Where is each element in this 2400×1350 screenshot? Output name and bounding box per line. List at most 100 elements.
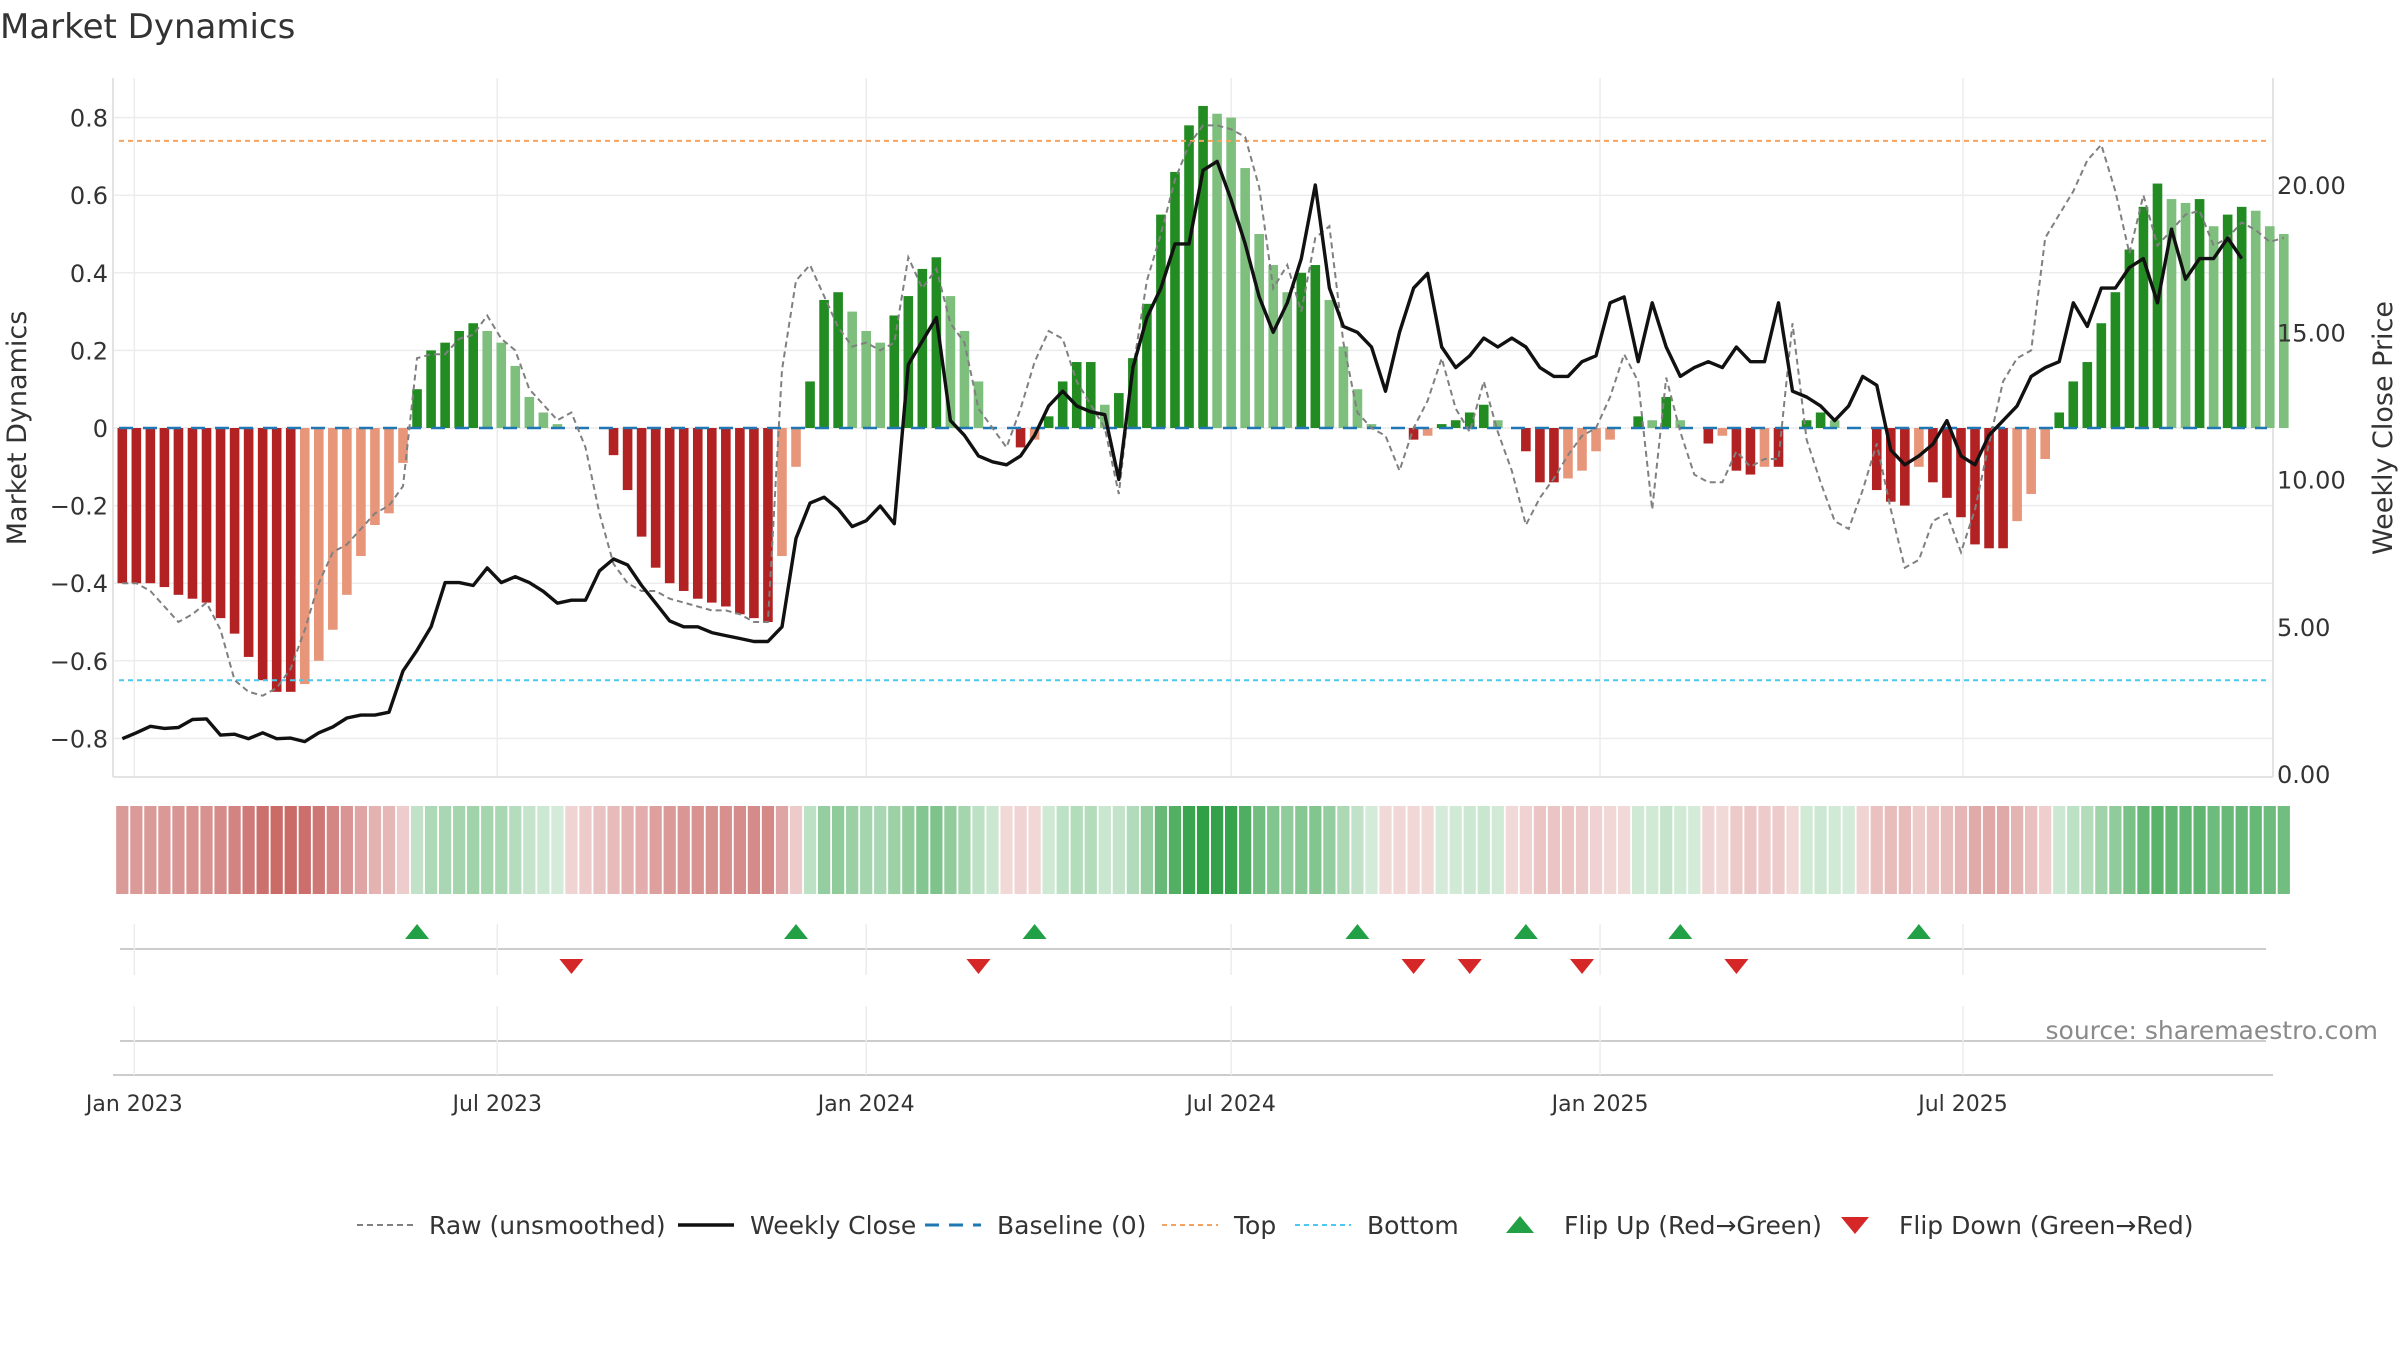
momentum-bar [1085, 362, 1096, 428]
momentum-bar [1956, 428, 1966, 518]
regime-cell [284, 806, 297, 894]
flip-up-marker [1513, 924, 1538, 939]
momentum-bar [1170, 171, 1180, 429]
momentum-bar [889, 315, 900, 428]
regime-cell [733, 806, 746, 894]
legend-item: Bottom [1295, 1211, 1459, 1240]
regime-cell [368, 806, 382, 894]
momentum-bar [1886, 428, 1896, 502]
flip-up-marker [405, 924, 430, 939]
regime-cell [663, 806, 676, 894]
regime-cell [495, 806, 508, 894]
y-tick-label: −0.6 [50, 648, 108, 676]
regime-cell [719, 806, 732, 894]
momentum-bar [1535, 428, 1545, 483]
momentum-bar [2166, 199, 2177, 428]
regime-cell [1435, 806, 1448, 894]
y2-tick-label: 20.00 [2277, 172, 2346, 200]
regime-cell [930, 806, 943, 894]
regime-cell [2235, 806, 2248, 894]
regime-cell [453, 806, 466, 894]
momentum-bar [2250, 210, 2261, 428]
regime-cell [1632, 806, 1645, 894]
regime-cell [1856, 806, 1869, 894]
regime-cell [396, 806, 410, 894]
right-axis-title: Weekly Close Price [2368, 301, 2399, 555]
regime-cell [1561, 806, 1575, 894]
legend-label: Flip Up (Red→Green) [1564, 1211, 1822, 1240]
regime-cell [2249, 806, 2262, 894]
legend-item: Flip Up (Red→Green) [1506, 1211, 1822, 1240]
regime-cell [803, 806, 817, 894]
y-tick-label: 0 [93, 415, 108, 443]
x-tick-label: Jul 2023 [450, 1092, 542, 1117]
x-tick-label: Jan 2024 [816, 1092, 915, 1117]
regime-cell [200, 806, 213, 894]
regime-cell [1126, 806, 1139, 894]
regime-cell [1940, 806, 1954, 894]
regime-cell [761, 806, 775, 894]
momentum-bar [496, 342, 507, 428]
x-tick-label: Jan 2023 [84, 1092, 183, 1117]
momentum-bar [2236, 206, 2247, 428]
regime-cell [1618, 806, 1631, 894]
regime-cell [256, 806, 269, 894]
regime-cell [705, 806, 718, 894]
legend: Raw (unsmoothed) Weekly Close Baseline (0)… [357, 1211, 2194, 1240]
regime-cell [1014, 806, 1027, 894]
momentum-bar [2194, 199, 2205, 428]
legend-item: Top [1162, 1211, 1276, 1240]
momentum-bar [2264, 226, 2275, 428]
regime-cell [1393, 806, 1406, 894]
regime-cell [410, 806, 424, 894]
legend-item: Flip Down (Green→Red) [1841, 1211, 2194, 1240]
regime-cell [2151, 806, 2164, 894]
regime-cell [1505, 806, 1518, 894]
momentum-bar [482, 331, 493, 428]
regime-cell [593, 806, 606, 894]
regime-cell [2277, 806, 2290, 894]
momentum-bar [524, 396, 535, 428]
momentum-bar [1942, 428, 1952, 498]
regime-cell [1365, 806, 1378, 894]
regime-cell [523, 806, 536, 894]
momentum-bar [131, 428, 142, 584]
momentum-bar [1605, 428, 1615, 440]
momentum-bar [1226, 117, 1236, 428]
regime-cell [1491, 806, 1504, 894]
regime-cell [1758, 806, 1771, 894]
momentum-bar [2152, 183, 2163, 428]
flip-down-marker [559, 959, 584, 974]
momentum-bar [2124, 249, 2135, 428]
regime-cell [817, 806, 831, 894]
y-tick-label: 0.4 [70, 260, 108, 288]
momentum-bar [1815, 412, 1826, 428]
regime-cell [1926, 806, 1940, 894]
y2-tick-label: 5.00 [2277, 614, 2330, 642]
regime-cell [958, 806, 971, 894]
momentum-bar [173, 428, 184, 595]
chart-title: Market Dynamics [0, 7, 295, 47]
momentum-bar [356, 428, 366, 557]
momentum-bar [791, 428, 801, 467]
momentum-bar [1829, 420, 1840, 428]
momentum-bar [1731, 428, 1742, 471]
momentum-bar [1661, 396, 1672, 428]
flip-markers [405, 924, 1931, 974]
momentum-bar [1310, 265, 1321, 428]
momentum-bar [1114, 393, 1124, 428]
regime-cell [2039, 806, 2052, 894]
momentum-bar [1703, 428, 1714, 444]
regime-cell [2081, 806, 2094, 894]
momentum-bar [833, 292, 843, 428]
regime-cell [860, 806, 873, 894]
momentum-bar [1914, 428, 1924, 467]
flip-up-marker [1345, 924, 1370, 939]
regime-cell [649, 806, 662, 894]
regime-cell [1884, 806, 1897, 894]
legend-label: Flip Down (Green→Red) [1899, 1211, 2194, 1240]
momentum-bar [1633, 416, 1643, 428]
regime-cell [579, 806, 592, 894]
momentum-bar [1142, 303, 1152, 428]
